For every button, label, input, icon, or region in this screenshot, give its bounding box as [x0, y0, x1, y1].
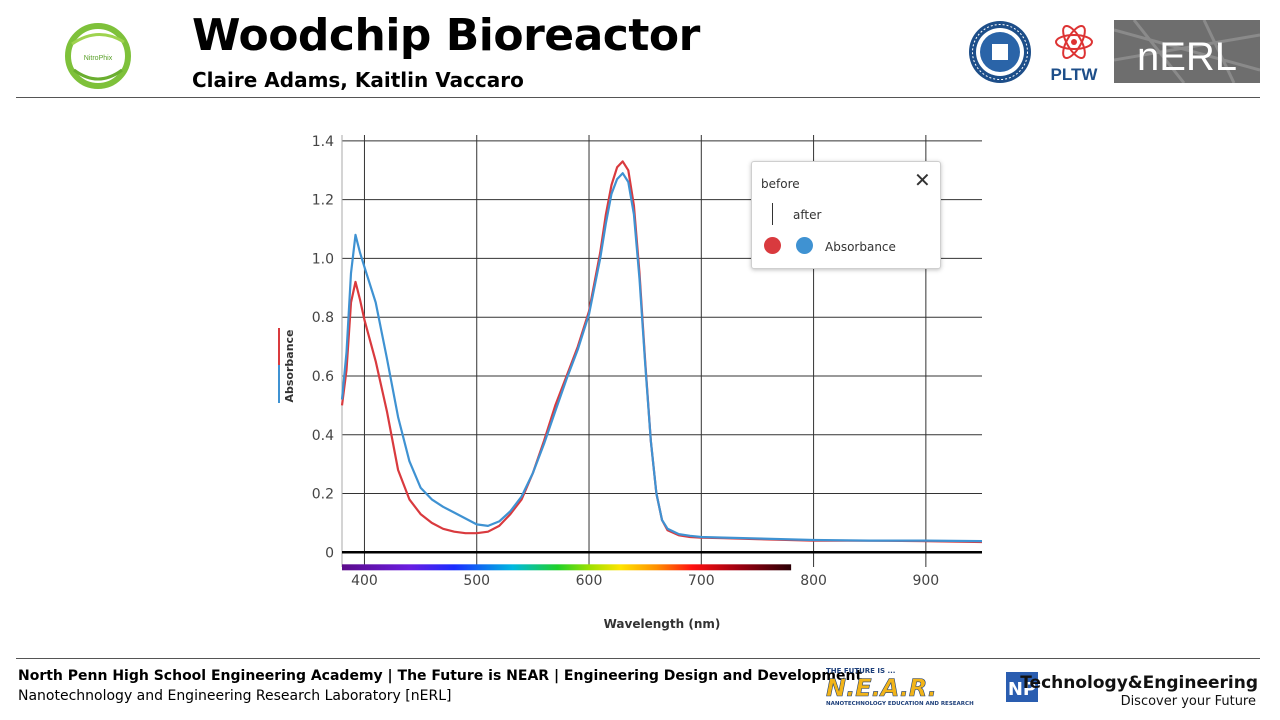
y-axis-label: Absorbance	[283, 329, 296, 402]
near-main-text: N.E.A.R.	[826, 674, 937, 702]
visible-spectrum-bar	[342, 564, 792, 571]
north-penn-seal-logo	[969, 21, 1031, 83]
y-axis-label-group: Absorbance	[278, 328, 296, 403]
legend-divider-bar	[772, 203, 773, 225]
y-tick-label: 0.4	[312, 428, 334, 444]
legend-dot-after[interactable]	[796, 237, 813, 254]
near-logo: THE FUTURE IS ... N.E.A.R. NANOTECHNOLOG…	[826, 667, 974, 707]
pltw-text: PLTW	[1051, 65, 1099, 84]
y-axis-ticks: 0 0.2 0.4 0.6 0.8 1.0 1.2 1.4	[312, 134, 334, 561]
x-tick-label: 500	[463, 573, 490, 589]
y-tick-label: 0.2	[312, 487, 334, 503]
series-line-after	[340, 172, 983, 543]
y-tick-label: 1.2	[312, 193, 334, 209]
y-tick-label: 0.6	[312, 369, 334, 385]
nitrophix-logo: NitroPhix	[65, 23, 131, 89]
legend-popup: before ✕ after Absorbance	[751, 161, 941, 269]
te-main-text: Technology&Engineering	[1020, 673, 1258, 693]
x-axis-ticks: 400 500 600 700 800 900	[351, 573, 939, 589]
y-tick-label: 1.4	[312, 134, 334, 150]
near-sub-text: NANOTECHNOLOGY EDUCATION AND RESEARCH	[826, 701, 974, 707]
pltw-logo: PLTW	[1051, 25, 1099, 84]
chart-series	[340, 160, 983, 544]
nerl-text: nERL	[1137, 35, 1237, 79]
x-axis-label: Wavelength (nm)	[604, 617, 721, 631]
x-tick-label: 600	[576, 573, 603, 589]
close-icon[interactable]: ✕	[914, 168, 931, 192]
team-logo-text: NitroPhix	[84, 55, 113, 62]
y-tick-label: 0.8	[312, 310, 334, 326]
near-top-text: THE FUTURE IS ...	[826, 667, 895, 675]
x-tick-label: 700	[688, 573, 715, 589]
footer-divider	[16, 658, 1260, 659]
nerl-logo: nERL	[1114, 20, 1260, 83]
te-sub-text: Discover your Future	[1121, 694, 1256, 709]
footer-title: North Penn High School Engineering Acade…	[18, 668, 863, 684]
y-tick-label: 0	[325, 545, 334, 561]
np-logo-text: NP	[1008, 679, 1036, 700]
footer-subtitle: Nanotechnology and Engineering Research …	[18, 688, 452, 704]
y-tick-label: 1.0	[312, 251, 334, 267]
absorbance-chart: 0 0.2 0.4 0.6 0.8 1.0 1.2 1.4 400 500 600 700 800 90…	[278, 134, 983, 631]
header-divider	[16, 97, 1260, 98]
x-tick-label: 800	[800, 573, 827, 589]
authors: Claire Adams, Kaitlin Vaccaro	[192, 68, 524, 92]
page-title: Woodchip Bioreactor	[192, 10, 700, 61]
x-tick-label: 400	[351, 573, 378, 589]
legend-dot-before[interactable]	[764, 237, 781, 254]
x-tick-label: 900	[912, 573, 939, 589]
legend-absorbance-label: Absorbance	[825, 240, 896, 254]
technology-engineering-logo: NP Technology&Engineering Discover your …	[1006, 672, 1258, 709]
legend-before-label: before	[761, 177, 800, 191]
legend-after-label: after	[793, 208, 822, 222]
